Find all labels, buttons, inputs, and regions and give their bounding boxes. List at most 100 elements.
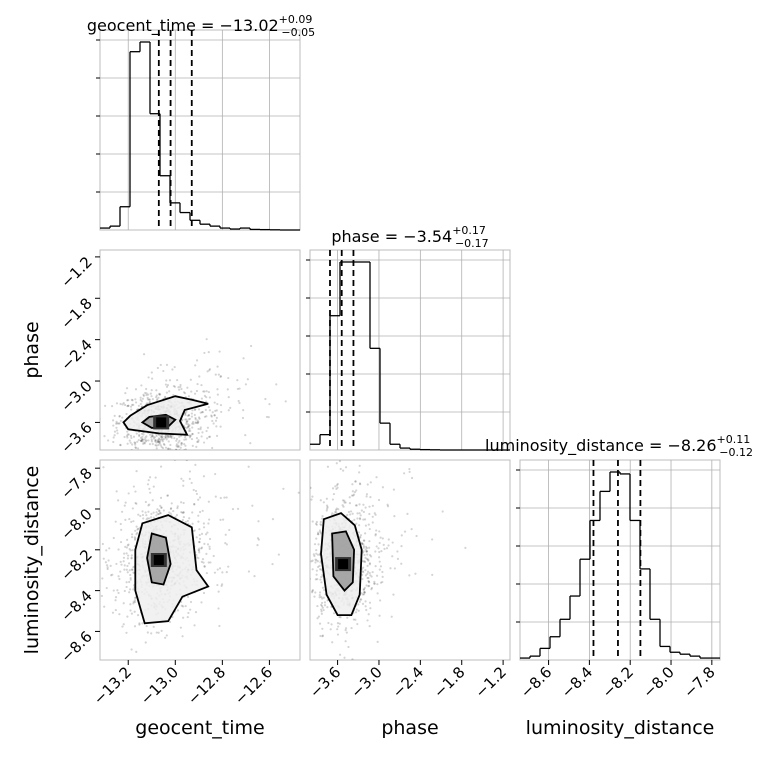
- scatter-point: [142, 433, 145, 436]
- pair-content: [100, 338, 287, 450]
- scatter-point: [214, 419, 218, 422]
- scatter-point: [144, 436, 147, 439]
- scatter-point: [133, 599, 137, 602]
- scatter-point: [212, 422, 215, 425]
- scatter-point: [378, 550, 381, 554]
- scatter-point: [400, 545, 403, 548]
- scatter-point: [145, 435, 148, 438]
- scatter-point: [284, 400, 287, 403]
- scatter-point: [354, 480, 357, 483]
- scatter-point: [186, 425, 190, 428]
- scatter-point: [364, 532, 367, 535]
- scatter-point: [153, 449, 155, 450]
- scatter-point: [315, 548, 318, 552]
- scatter-point: [200, 383, 203, 387]
- scatter-point: [207, 435, 211, 438]
- scatter-point: [200, 546, 204, 549]
- scatter-point: [223, 496, 226, 499]
- scatter-point: [310, 486, 312, 489]
- scatter-point: [142, 353, 146, 356]
- scatter-point: [194, 421, 197, 424]
- scatter-point: [133, 536, 136, 539]
- scatter-point: [356, 517, 359, 520]
- scatter-point: [181, 605, 185, 608]
- scatter-point: [122, 623, 125, 626]
- scatter-point: [206, 370, 209, 373]
- scatter-point: [202, 522, 206, 525]
- scatter-point: [159, 444, 162, 447]
- scatter-point: [320, 601, 324, 605]
- scatter-point: [142, 517, 145, 520]
- scatter-point: [146, 396, 149, 399]
- scatter-point: [167, 440, 170, 443]
- y-tick-label-luminosity-distance: −8.6: [57, 628, 95, 666]
- scatter-point: [253, 575, 256, 578]
- scatter-point: [391, 541, 394, 544]
- scatter-point: [219, 374, 223, 378]
- scatter-point: [368, 562, 371, 565]
- scatter-point: [227, 565, 230, 568]
- scatter-point: [188, 417, 192, 420]
- scatter-point: [138, 434, 141, 438]
- hist-panel-phase: [306, 249, 511, 451]
- scatter-point: [148, 401, 151, 404]
- scatter-point: [441, 510, 444, 513]
- scatter-point: [198, 540, 201, 543]
- scatter-point: [313, 595, 316, 598]
- scatter-point: [205, 400, 208, 403]
- scatter-point: [121, 416, 124, 419]
- scatter-point: [180, 477, 183, 480]
- scatter-point: [120, 563, 123, 566]
- scatter-point: [343, 501, 346, 504]
- scatter-point: [200, 601, 203, 604]
- scatter-point: [146, 483, 150, 486]
- scatter-point: [378, 541, 381, 545]
- scatter-point: [119, 443, 122, 446]
- scatter-point: [161, 435, 164, 438]
- scatter-point: [128, 517, 131, 521]
- scatter-point: [186, 595, 190, 599]
- scatter-point: [316, 553, 320, 556]
- scatter-point: [200, 397, 204, 400]
- scatter-point: [387, 538, 390, 541]
- scatter-point: [112, 440, 115, 444]
- scatter-point: [165, 363, 169, 366]
- scatter-point: [207, 351, 210, 354]
- scatter-point: [136, 531, 139, 535]
- scatter-point: [119, 444, 122, 447]
- scatter-point: [138, 622, 141, 625]
- scatter-point: [173, 365, 176, 369]
- scatter-point: [141, 435, 144, 438]
- scatter-point: [130, 436, 133, 439]
- scatter-point: [158, 442, 161, 445]
- scatter-point: [203, 394, 207, 397]
- scatter-point: [189, 600, 193, 604]
- scatter-point: [187, 611, 190, 615]
- scatter-point: [191, 422, 194, 425]
- scatter-point: [314, 561, 317, 564]
- scatter-point: [160, 437, 164, 440]
- scatter-point: [376, 592, 379, 595]
- scatter-point: [134, 537, 137, 540]
- scatter-point: [133, 441, 136, 444]
- scatter-point: [165, 391, 169, 394]
- scatter-point: [192, 488, 195, 492]
- scatter-point: [146, 631, 149, 634]
- scatter-point: [186, 423, 190, 426]
- scatter-point: [256, 544, 259, 547]
- scatter-point: [117, 548, 120, 551]
- scatter-point: [157, 512, 161, 516]
- scatter-point: [362, 566, 365, 569]
- scatter-point: [221, 583, 224, 586]
- scatter-point: [406, 512, 409, 515]
- scatter-point: [175, 448, 178, 450]
- scatter-point: [311, 568, 314, 571]
- scatter-point: [139, 402, 142, 406]
- scatter-point: [364, 600, 367, 603]
- scatter-point: [118, 415, 121, 418]
- scatter-point: [120, 510, 124, 513]
- scatter-point: [136, 528, 139, 531]
- scatter-point: [125, 552, 128, 555]
- scatter-point: [319, 523, 322, 526]
- scatter-point: [380, 549, 383, 553]
